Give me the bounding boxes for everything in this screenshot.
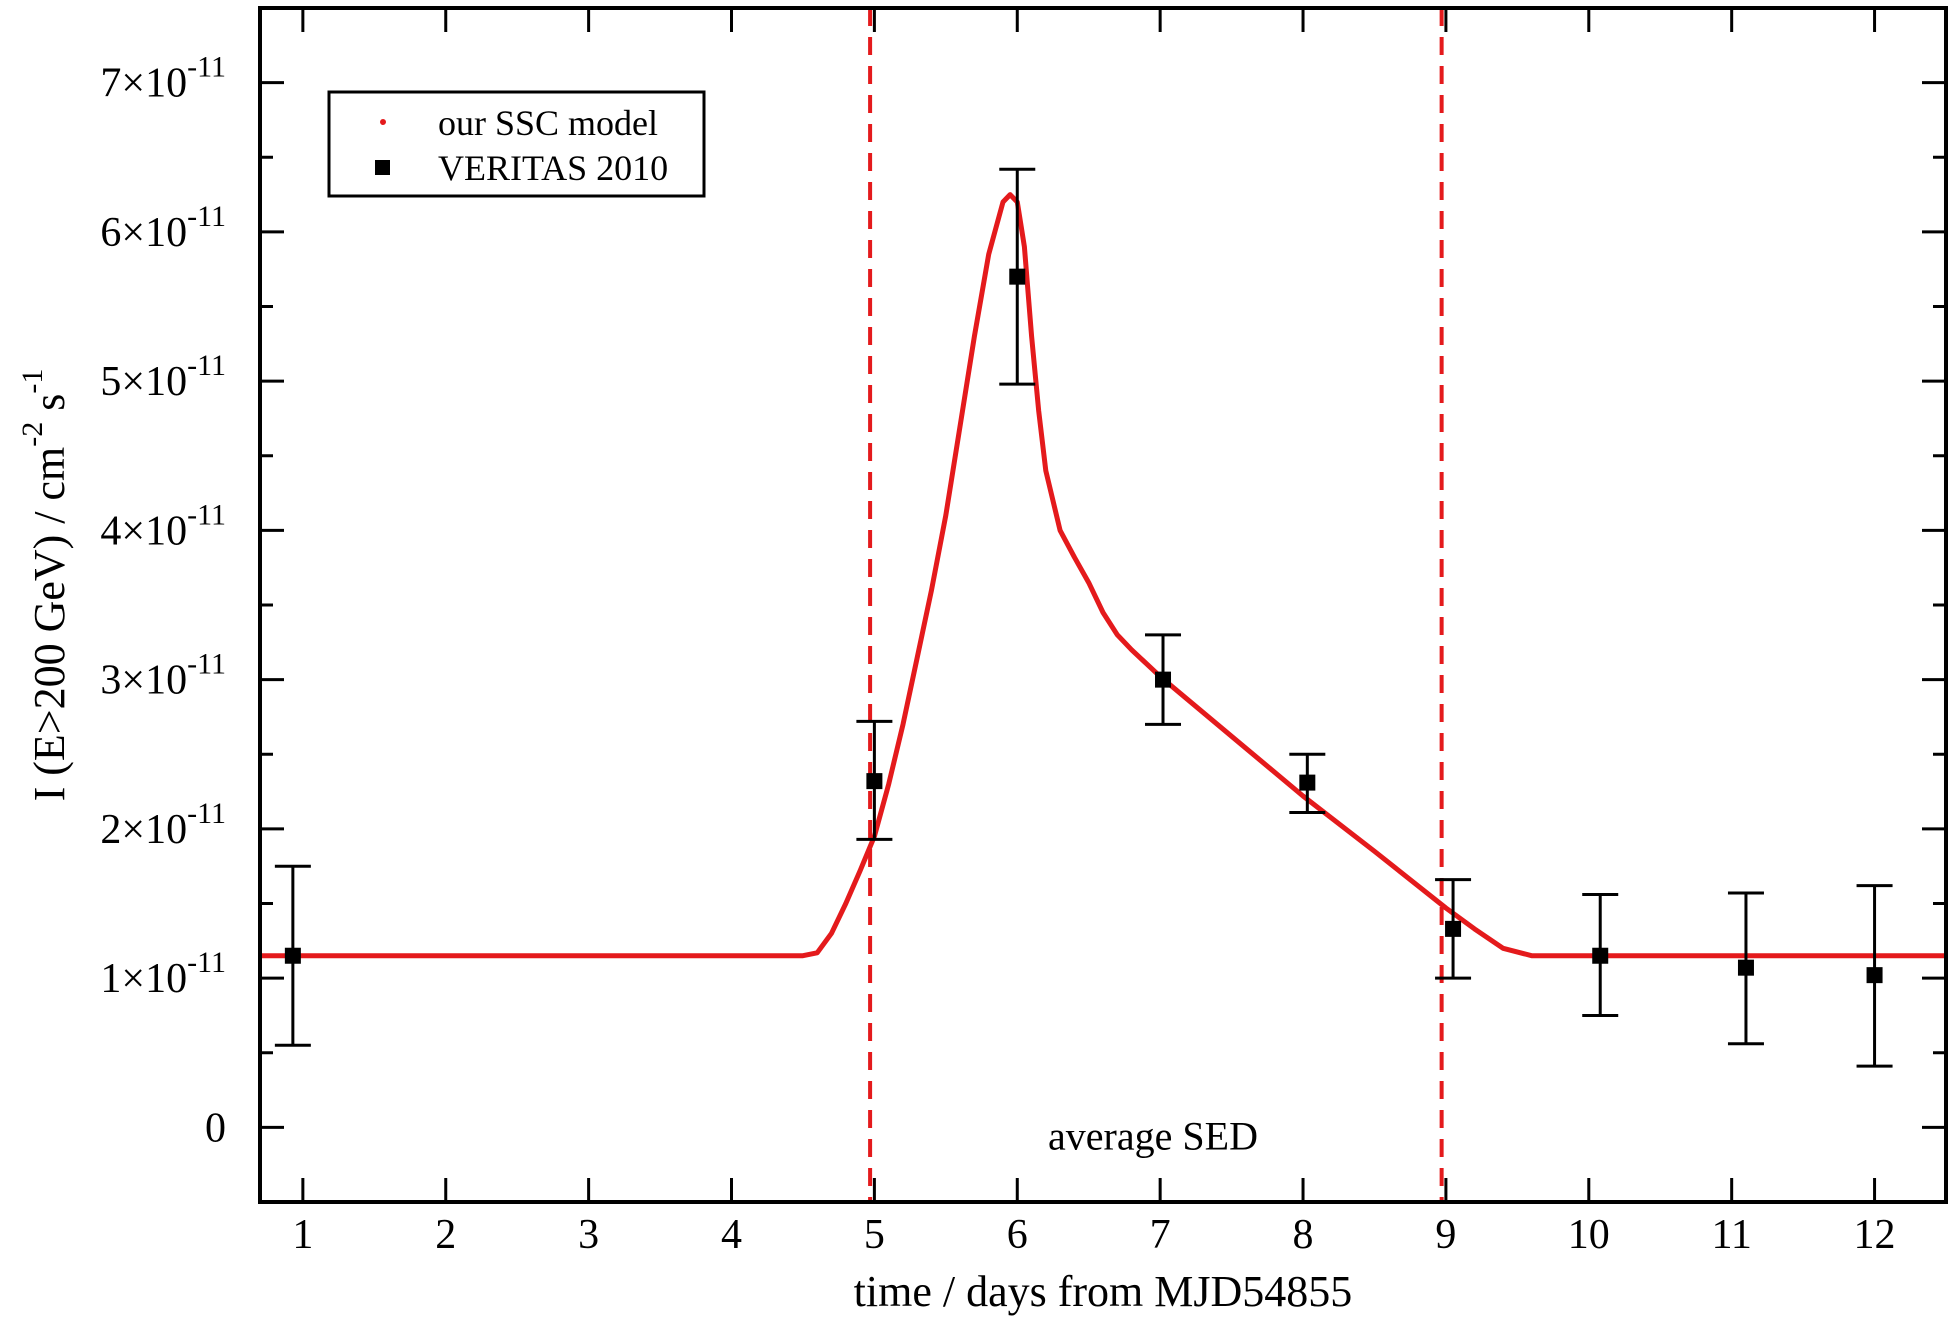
legend-label-ssc-model: our SSC model (438, 103, 658, 143)
data-point-0 (274, 864, 311, 1047)
plot-area (260, 8, 1946, 1202)
x-tick-label: 2 (435, 1212, 456, 1258)
y-tick-label: 3×10-11 (100, 648, 226, 704)
series-line-ssc-model (260, 192, 1946, 959)
x-tick-label: 6 (1007, 1212, 1028, 1258)
data-point-8 (1856, 884, 1893, 1068)
y-tick-label: 7×10-11 (100, 51, 226, 107)
legend-label-veritas: VERITAS 2010 (438, 148, 668, 188)
x-tick-label: 4 (721, 1212, 742, 1258)
data-point-6 (1582, 893, 1619, 1017)
data-marker (284, 947, 301, 964)
axis-ticks: 1 2 3 4 5 6 7 8 9 10 11 1201×10-112×10-113×10-114×1… (100, 8, 1946, 1258)
legend: our SSC model VERITAS 2010 (327, 90, 706, 198)
y-axis-label: I (E>200 GeV) / cm-2 s-1 (16, 369, 74, 802)
y-tick-label: 1×10-11 (100, 946, 226, 1002)
y-tick-label: 4×10-11 (100, 498, 226, 554)
y-tick-label: 2×10-11 (100, 797, 226, 853)
x-tick-label: 5 (864, 1212, 885, 1258)
annotation-average-sed: average SED (1048, 1113, 1258, 1158)
x-tick-label: 11 (1711, 1212, 1751, 1258)
data-marker (1299, 774, 1316, 791)
data-marker (866, 773, 883, 790)
x-tick-label: 9 (1435, 1212, 1456, 1258)
x-tick-label: 7 (1150, 1212, 1171, 1258)
x-tick-label: 3 (578, 1212, 599, 1258)
y-tick-label: 0 (205, 1105, 226, 1151)
legend-box (327, 90, 706, 198)
data-marker (1445, 920, 1462, 937)
y-tick-label: 6×10-11 (100, 200, 226, 256)
data-marker (1009, 268, 1026, 285)
x-axis-label: time / days from MJD54855 (854, 1267, 1353, 1316)
data-marker (1737, 959, 1754, 976)
data-point-3 (1145, 633, 1182, 726)
legend-marker-ssc-model (380, 119, 386, 125)
data-point-7 (1727, 891, 1764, 1046)
y-tick-label: 5×10-11 (100, 349, 226, 405)
legend-marker-veritas (375, 160, 390, 175)
x-tick-label: 12 (1854, 1212, 1896, 1258)
data-marker (1155, 671, 1172, 688)
data-point-4 (1289, 752, 1326, 814)
data-marker (1866, 967, 1883, 984)
data-marker (1592, 947, 1609, 964)
x-tick-label: 8 (1293, 1212, 1314, 1258)
x-tick-label: 10 (1568, 1212, 1610, 1258)
data-point-2 (999, 167, 1036, 386)
data-point-5 (1435, 878, 1472, 980)
data-point-1 (856, 719, 893, 841)
x-tick-label: 1 (292, 1212, 313, 1258)
